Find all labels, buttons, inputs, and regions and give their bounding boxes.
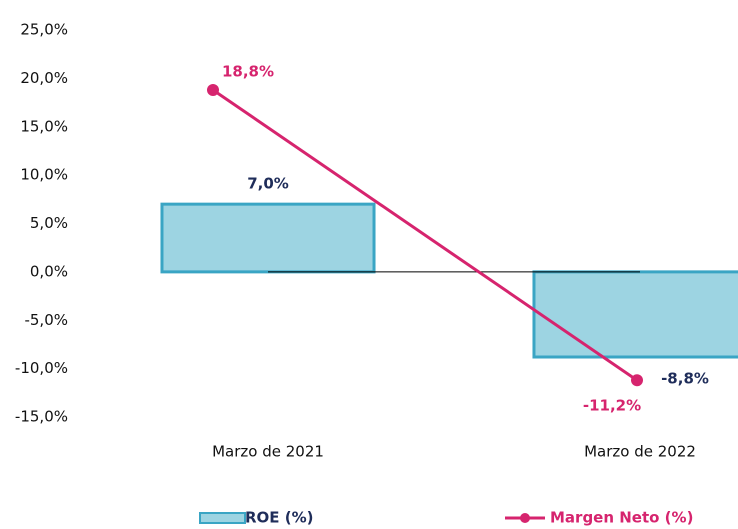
y-tick-label: -10,0% — [15, 359, 68, 377]
y-tick-label: 20,0% — [20, 69, 68, 87]
y-tick-label: -5,0% — [24, 311, 68, 329]
legend-label: Margen Neto (%) — [550, 509, 693, 527]
data-label: 7,0% — [247, 175, 289, 193]
x-tick-label: Marzo de 2022 — [584, 443, 696, 461]
y-tick-label: 10,0% — [20, 166, 68, 184]
legend-marker — [520, 513, 530, 523]
marker — [631, 374, 643, 387]
line — [212, 88, 638, 382]
data-label: 18,8% — [222, 62, 274, 80]
data-label: -11,2% — [583, 397, 641, 415]
y-tick-label: 15,0% — [20, 117, 68, 135]
x-tick-label: Marzo de 2021 — [212, 443, 324, 461]
y-tick-label: 25,0% — [20, 21, 68, 39]
y-tick-label: -15,0% — [15, 408, 68, 426]
marker — [207, 83, 219, 96]
y-tick-label: 5,0% — [30, 214, 68, 232]
legend-swatch — [199, 512, 246, 524]
bar — [160, 202, 376, 274]
data-label: -8,8% — [661, 370, 709, 388]
legend-label: ROE (%) — [245, 509, 314, 527]
bar — [532, 270, 738, 359]
y-tick-label: 0,0% — [30, 262, 68, 280]
